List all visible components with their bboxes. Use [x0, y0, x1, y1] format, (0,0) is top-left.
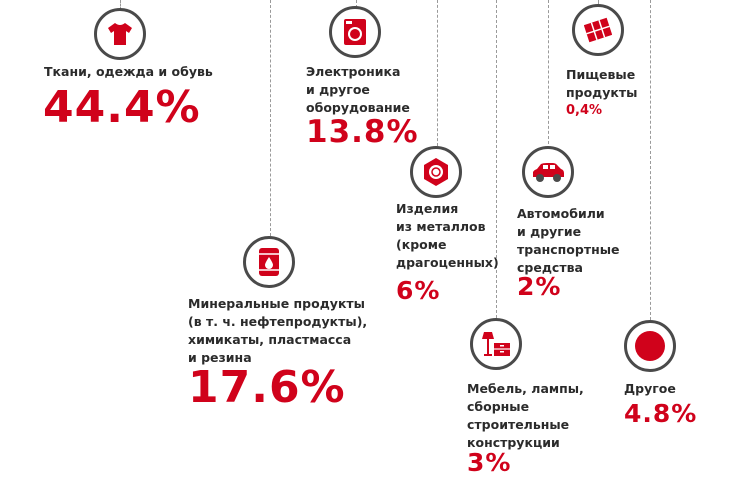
- category-value-food: 0,4%: [566, 103, 603, 118]
- category-label-electronics: Электроника и другое оборудование: [306, 64, 410, 115]
- category-label-furniture: Мебель, лампы, сборные строительные конс…: [467, 381, 584, 450]
- furniture-lamp-icon: [470, 318, 522, 370]
- connector-line-vehicles: [548, 0, 549, 144]
- category-value-other: 4.8%: [624, 399, 698, 428]
- category-value-textiles: 44.4%: [43, 82, 201, 133]
- chocolate-bar-icon: [572, 4, 624, 56]
- tshirt-icon: [94, 8, 146, 60]
- connector-line-electronics: [356, 0, 357, 8]
- category-value-electronics: 13.8%: [306, 114, 419, 150]
- dot-icon: [624, 320, 676, 372]
- category-value-metals: 6%: [396, 276, 441, 305]
- connector-line-minerals: [270, 0, 271, 236]
- category-label-other: Другое: [624, 381, 676, 396]
- hex-nut-icon: [410, 146, 462, 198]
- category-label-textiles: Ткани, одежда и обувь: [44, 64, 213, 79]
- connector-line-textiles: [120, 0, 121, 10]
- connector-line-other: [650, 0, 651, 320]
- connector-line-metals: [437, 0, 438, 146]
- connector-line-food: [598, 0, 599, 6]
- category-label-vehicles: Автомобили и другие транспортные средств…: [517, 206, 620, 275]
- category-value-furniture: 3%: [467, 448, 512, 477]
- oil-barrel-icon: [243, 236, 295, 288]
- category-label-metals: Изделия из металлов (кроме драгоценных): [396, 201, 499, 270]
- category-label-food: Пищевые продукты: [566, 67, 638, 100]
- category-value-vehicles: 2%: [517, 272, 562, 301]
- car-icon: [522, 146, 574, 198]
- washing-machine-icon: [329, 6, 381, 58]
- category-label-minerals: Минеральные продукты (в т. ч. нефтепроду…: [188, 296, 368, 365]
- connector-line-furniture: [496, 0, 497, 318]
- category-value-minerals: 17.6%: [188, 362, 346, 413]
